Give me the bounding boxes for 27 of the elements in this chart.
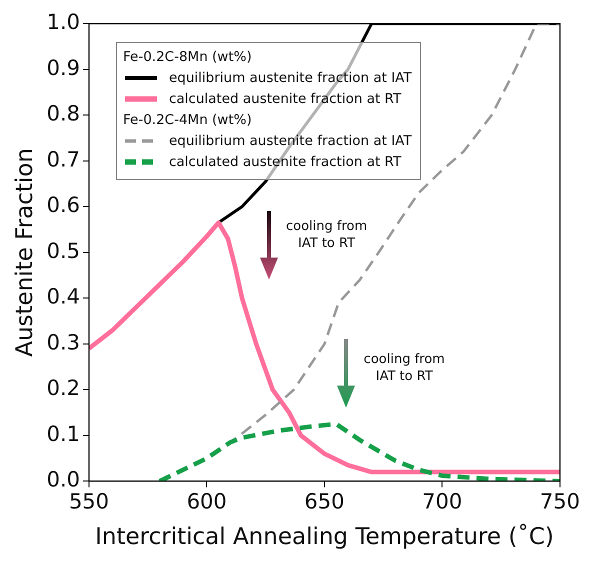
annotation: cooling from IAT to RT xyxy=(364,352,445,384)
y-tick-label: 0.0 xyxy=(46,468,80,492)
y-tick-label: 0.1 xyxy=(46,422,80,446)
x-tick-label: 600 xyxy=(186,489,227,514)
y-tick-label: 1.0 xyxy=(46,10,80,34)
y-axis-title: Austenite Fraction xyxy=(12,148,38,357)
y-tick-label: 0.5 xyxy=(46,238,80,263)
y-tick-label: 0.3 xyxy=(46,330,80,354)
x-tick-label: 700 xyxy=(422,489,462,514)
y-tick-label: 0.2 xyxy=(46,376,80,400)
x-tick-label: 650 xyxy=(304,489,345,514)
legend-label: equilibrium austenite fraction at IAT xyxy=(168,68,412,88)
y-tick-label: 0.8 xyxy=(46,102,80,126)
y-tick-label: 0.4 xyxy=(46,284,80,309)
annotation: Fe-0.2C-8Mn (wt%) xyxy=(122,48,253,67)
annotation: Fe-0.2C-4Mn (wt%) xyxy=(122,110,253,130)
x-tick-label: 550 xyxy=(68,489,110,514)
legend-label: calculated austenite fraction at RT xyxy=(168,90,402,109)
legend-label: calculated austenite fraction at RT xyxy=(168,152,402,172)
y-tick-label: 0.9 xyxy=(46,56,80,80)
line-series xyxy=(157,422,560,482)
annotation: cooling from IAT to RT xyxy=(286,219,368,252)
y-tick-label: 0.7 xyxy=(46,147,80,172)
legend-label: equilibrium austenite fraction at IAT xyxy=(168,132,412,151)
x-tick-label: 750 xyxy=(540,489,580,514)
y-tick-label: 0.6 xyxy=(46,193,80,218)
x-axis-title: Intercritical Annealing Temperature (˚C) xyxy=(95,523,554,550)
